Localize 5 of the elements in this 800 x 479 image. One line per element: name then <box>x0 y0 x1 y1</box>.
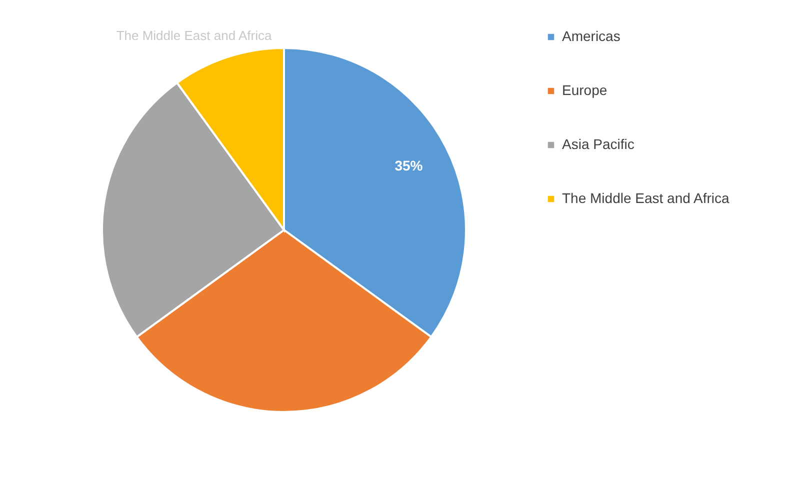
legend-label: Asia Pacific <box>562 136 634 152</box>
legend-label: Americas <box>562 28 620 44</box>
data-label: 35% <box>394 157 424 174</box>
legend-label: The Middle East and Africa <box>562 190 730 206</box>
legend-label: Europe <box>562 82 608 98</box>
